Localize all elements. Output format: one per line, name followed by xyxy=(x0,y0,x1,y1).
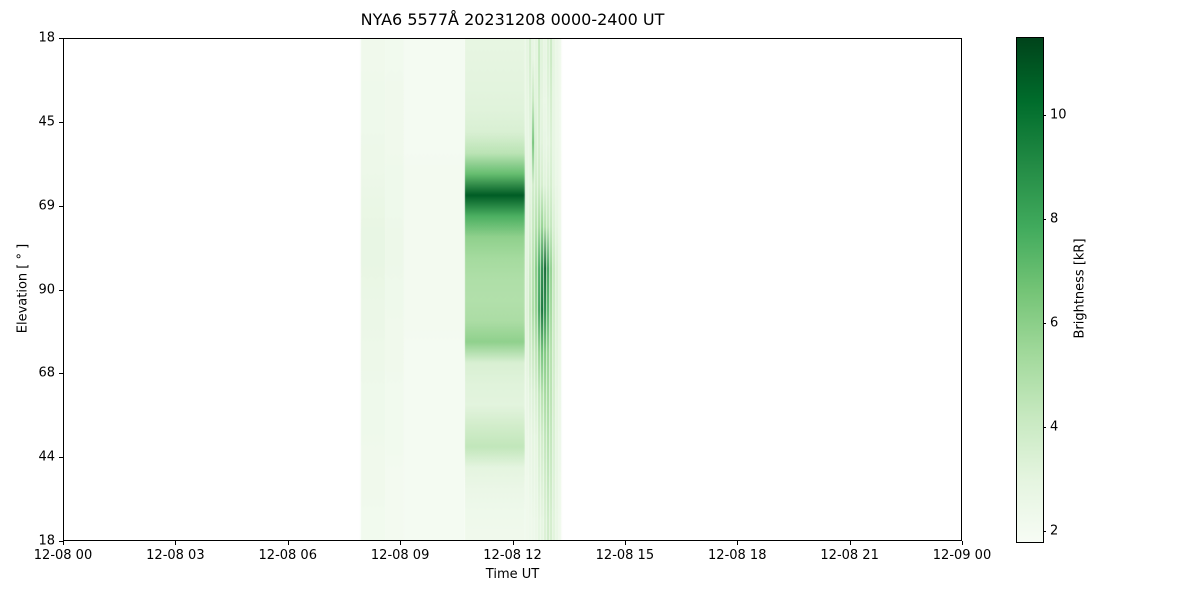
x-tick-label-6: 12-08 18 xyxy=(708,548,767,563)
x-tick-label-3: 12-08 09 xyxy=(370,548,430,563)
x-tick-label-4: 12-08 12 xyxy=(483,548,542,563)
x-tick-label-2: 12-08 06 xyxy=(258,548,317,563)
colorbar-border xyxy=(1016,37,1044,543)
x-tick-mark-3 xyxy=(400,541,402,545)
x-tick-label-1: 12-08 03 xyxy=(146,548,205,563)
colorbar-tick-mark-0 xyxy=(1042,530,1046,532)
y-tick-label-2: 69 xyxy=(38,198,55,214)
heatmap-canvas xyxy=(63,38,962,541)
y-axis-label: Elevation [ ° ] xyxy=(15,243,31,334)
colorbar-label: Brightness [kR] xyxy=(1072,238,1088,339)
y-tick-label-5: 44 xyxy=(38,449,55,465)
chart-title: NYA6 5577Å 20231208 0000-2400 UT xyxy=(360,10,665,29)
x-tick-mark-4 xyxy=(512,541,514,545)
colorbar-tick-mark-2 xyxy=(1042,322,1046,324)
x-tick-label-8: 12-09 00 xyxy=(932,548,992,563)
colorbar-tick-label-0: 2 xyxy=(1050,523,1059,539)
x-tick-label-7: 12-08 21 xyxy=(820,548,879,563)
y-tick-label-3: 90 xyxy=(38,282,55,297)
y-tick-mark-1 xyxy=(59,121,63,123)
colorbar-tick-label-3: 8 xyxy=(1050,211,1059,227)
x-tick-mark-2 xyxy=(287,541,289,545)
x-tick-label-0: 12-08 00 xyxy=(33,548,93,563)
colorbar-tick-label-2: 6 xyxy=(1050,315,1059,331)
x-tick-mark-0 xyxy=(63,541,64,545)
y-tick-mark-0 xyxy=(59,38,63,39)
colorbar-tick-mark-1 xyxy=(1042,426,1046,428)
x-tick-mark-8 xyxy=(962,541,963,545)
x-tick-mark-7 xyxy=(849,541,851,545)
y-tick-label-4: 68 xyxy=(38,365,55,381)
y-tick-label-1: 45 xyxy=(38,114,55,130)
x-axis-label: Time UT xyxy=(485,567,540,582)
x-tick-label-5: 12-08 15 xyxy=(595,548,655,563)
x-tick-mark-6 xyxy=(737,541,739,545)
x-tick-mark-1 xyxy=(175,541,177,545)
plot-border xyxy=(63,38,962,541)
y-tick-mark-5 xyxy=(59,457,63,459)
y-tick-mark-4 xyxy=(59,373,63,375)
y-tick-mark-6 xyxy=(59,541,63,542)
y-tick-mark-3 xyxy=(59,289,63,291)
colorbar-gradient xyxy=(1017,38,1043,542)
colorbar-tick-mark-3 xyxy=(1042,218,1046,220)
y-tick-mark-2 xyxy=(59,205,63,207)
colorbar-tick-mark-4 xyxy=(1042,114,1046,116)
x-tick-mark-5 xyxy=(624,541,626,545)
y-tick-label-6: 18 xyxy=(38,533,55,549)
y-tick-label-0: 18 xyxy=(38,30,55,46)
colorbar-tick-label-1: 4 xyxy=(1050,419,1059,435)
colorbar-tick-label-4: 10 xyxy=(1050,107,1067,123)
